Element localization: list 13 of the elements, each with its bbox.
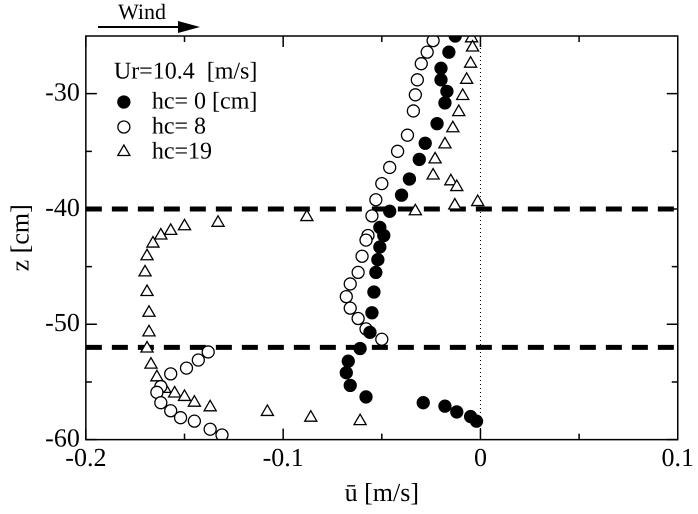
y-tick-label: -50 (45, 308, 80, 338)
x-axis-title: ū [m/s] (344, 478, 419, 508)
text: Wind (118, 0, 166, 24)
legend-label: hc= 8 (152, 113, 206, 140)
legend-label: hc=19 (152, 138, 212, 164)
x-tick-label: 0 (474, 443, 487, 472)
legend-title: Ur=10.4 [m/s] (114, 58, 258, 84)
y-tick-label: -40 (45, 192, 80, 222)
y-axis-title: z [cm] (5, 204, 34, 272)
x-tick-label: 0.1 (662, 443, 694, 472)
x-tick-label: -0.1 (262, 443, 304, 472)
y-tick-label: -30 (45, 77, 80, 106)
legend-label: hc= 0 [cm] (152, 88, 258, 114)
